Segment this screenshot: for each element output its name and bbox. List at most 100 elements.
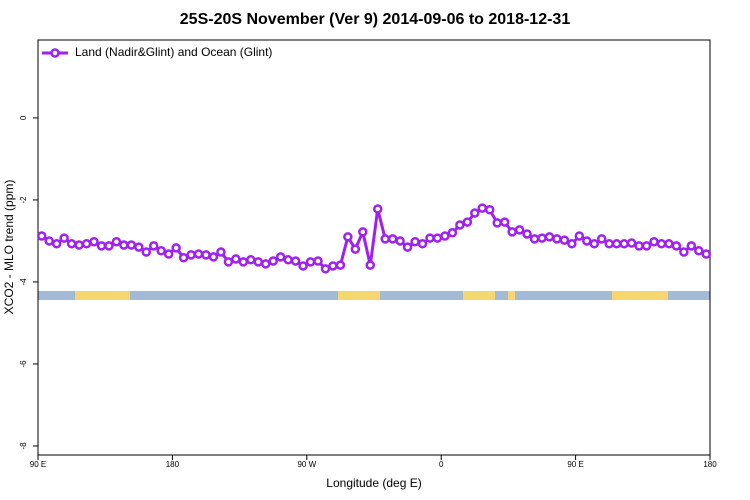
data-point xyxy=(619,239,629,249)
data-point xyxy=(596,234,607,244)
data-point xyxy=(186,250,196,260)
data-point xyxy=(387,234,398,244)
data-point xyxy=(156,246,166,256)
data-point xyxy=(268,256,278,266)
data-point xyxy=(402,242,413,252)
y-tick-label: -4 xyxy=(19,278,28,286)
x-tick-label: 0 xyxy=(439,460,444,469)
data-point xyxy=(44,236,54,246)
y-axis-title: XCO2 - MLO trend (ppm) xyxy=(2,180,16,315)
y-tick-label: -2 xyxy=(19,196,28,204)
y-tick-label: 0 xyxy=(19,115,28,120)
x-tick-label: 180 xyxy=(703,460,717,469)
data-point xyxy=(246,255,256,265)
data-point xyxy=(589,239,600,249)
land-band xyxy=(338,291,380,300)
data-point xyxy=(358,227,368,237)
data-point xyxy=(238,257,249,267)
data-point xyxy=(298,261,308,271)
data-point xyxy=(328,261,338,271)
data-point xyxy=(81,239,92,249)
data-point xyxy=(372,204,383,214)
x-tick-label: 180 xyxy=(166,460,180,469)
data-point xyxy=(343,232,353,242)
data-point xyxy=(694,246,704,256)
data-point xyxy=(656,239,667,249)
data-point xyxy=(537,233,547,243)
data-point xyxy=(171,243,181,253)
data-point xyxy=(163,249,174,259)
data-point xyxy=(417,239,428,249)
data-point xyxy=(104,241,114,251)
legend-label: Land (Nadir&Glint) and Ocean (Glint) xyxy=(75,45,272,59)
data-point xyxy=(410,237,420,247)
data-point xyxy=(567,239,577,249)
data-point xyxy=(223,257,234,267)
data-point xyxy=(36,231,47,241)
data-point xyxy=(574,231,585,241)
data-point xyxy=(216,247,226,257)
data-point xyxy=(484,205,495,215)
data-point xyxy=(641,241,652,251)
data-point xyxy=(51,239,62,249)
data-point xyxy=(701,249,712,259)
data-point xyxy=(425,233,435,243)
data-point xyxy=(671,241,682,251)
data-point xyxy=(59,233,69,243)
data-point xyxy=(380,234,390,244)
data-point xyxy=(201,250,211,260)
data-point xyxy=(582,236,592,246)
data-point xyxy=(126,240,137,250)
data-point xyxy=(455,220,465,230)
land-band xyxy=(612,291,668,300)
data-point xyxy=(335,260,346,270)
data-point xyxy=(134,242,144,252)
land-band xyxy=(75,291,130,300)
data-point xyxy=(559,235,570,245)
data-point xyxy=(649,237,659,247)
data-point xyxy=(320,264,331,274)
data-point xyxy=(626,238,637,248)
data-point xyxy=(507,227,517,237)
data-point xyxy=(499,217,510,227)
data-point xyxy=(365,260,376,270)
data-point xyxy=(275,252,286,262)
x-axis-title: Longitude (deg E) xyxy=(326,476,421,490)
data-point xyxy=(552,234,562,244)
data-point xyxy=(529,234,540,244)
data-point xyxy=(664,239,674,249)
data-point xyxy=(89,237,99,247)
data-point xyxy=(111,237,122,247)
data-point xyxy=(66,239,77,249)
data-point xyxy=(283,255,293,265)
data-point xyxy=(686,241,697,251)
data-point xyxy=(522,229,532,239)
data-point xyxy=(350,244,361,254)
legend-marker xyxy=(50,48,60,58)
data-point xyxy=(604,239,614,249)
data-point xyxy=(313,256,323,266)
data-point xyxy=(96,241,107,251)
data-point xyxy=(544,232,555,242)
land-ocean-band xyxy=(38,291,710,300)
series-line xyxy=(40,206,707,271)
data-point xyxy=(440,231,450,241)
data-point xyxy=(492,218,502,228)
data-point xyxy=(679,247,689,257)
data-point xyxy=(395,236,405,246)
data-point xyxy=(178,253,189,263)
data-point xyxy=(141,247,152,257)
data-point xyxy=(611,239,622,249)
data-point xyxy=(477,203,488,213)
data-point xyxy=(447,227,458,238)
x-tick-label: 90 E xyxy=(567,460,583,469)
data-point xyxy=(514,225,525,235)
data-point xyxy=(470,208,480,218)
y-tick-label: -8 xyxy=(19,442,28,450)
plot-frame xyxy=(37,39,711,456)
data-point xyxy=(253,257,264,267)
data-point xyxy=(231,254,241,264)
data-point xyxy=(305,257,316,267)
data-point xyxy=(634,241,644,251)
